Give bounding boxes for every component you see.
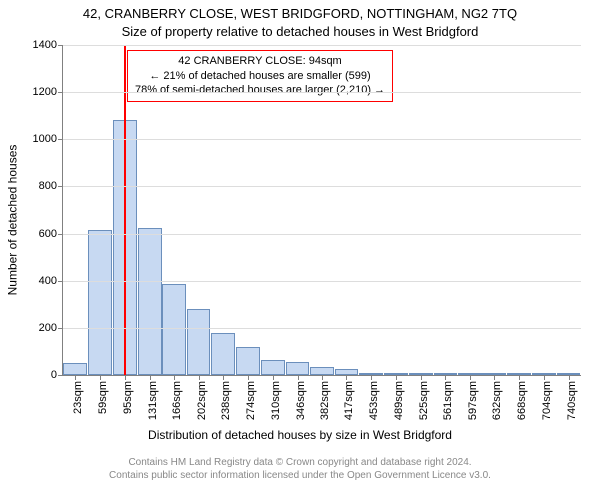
grid-line — [63, 281, 581, 282]
x-tick — [445, 375, 446, 380]
annotation-line: 78% of semi-detached houses are larger (… — [135, 83, 385, 98]
grid-line — [63, 328, 581, 329]
x-tick-label: 740sqm — [566, 381, 578, 420]
histogram-bar — [236, 347, 260, 375]
x-tick — [346, 375, 347, 380]
x-tick-label: 417sqm — [343, 381, 355, 420]
y-tick-label: 400 — [39, 275, 63, 287]
histogram-bar — [310, 367, 334, 375]
histogram-bar — [88, 230, 112, 375]
x-tick-label: 23sqm — [72, 381, 84, 414]
x-tick — [569, 375, 570, 380]
x-tick-label: 668sqm — [516, 381, 528, 420]
x-tick-label: 489sqm — [393, 381, 405, 420]
grid-line — [63, 139, 581, 140]
x-tick — [322, 375, 323, 380]
x-tick — [223, 375, 224, 380]
x-tick — [519, 375, 520, 380]
x-tick — [421, 375, 422, 380]
x-axis-label: Distribution of detached houses by size … — [0, 428, 600, 442]
x-tick-label: 704sqm — [541, 381, 553, 420]
plot-area: 42 CRANBERRY CLOSE: 94sqm← 21% of detach… — [62, 45, 581, 376]
x-tick — [125, 375, 126, 380]
grid-line — [63, 45, 581, 46]
histogram-bar — [187, 309, 211, 375]
x-tick-label: 346sqm — [295, 381, 307, 420]
grid-line — [63, 186, 581, 187]
chart-subtitle: Size of property relative to detached ho… — [0, 24, 600, 39]
x-tick-label: 95sqm — [122, 381, 134, 414]
x-tick-label: 310sqm — [270, 381, 282, 420]
annotation-box: 42 CRANBERRY CLOSE: 94sqm← 21% of detach… — [127, 50, 393, 103]
attribution-line-2: Contains public sector information licen… — [0, 469, 600, 482]
y-tick-label: 1400 — [33, 39, 63, 51]
x-tick-label: 166sqm — [171, 381, 183, 420]
y-axis-label: Number of detached houses — [4, 0, 20, 440]
y-tick-label: 600 — [39, 228, 63, 240]
annotation-line: 42 CRANBERRY CLOSE: 94sqm — [135, 54, 385, 69]
x-tick — [273, 375, 274, 380]
histogram-bar — [261, 360, 285, 375]
x-tick-label: 382sqm — [319, 381, 331, 420]
x-tick — [470, 375, 471, 380]
x-tick — [544, 375, 545, 380]
attribution-line-1: Contains HM Land Registry data © Crown c… — [0, 456, 600, 469]
x-tick-label: 597sqm — [467, 381, 479, 420]
x-tick-label: 561sqm — [442, 381, 454, 420]
x-tick-label: 202sqm — [196, 381, 208, 420]
property-marker-line — [124, 45, 126, 375]
y-tick-label: 800 — [39, 180, 63, 192]
x-tick-label: 632sqm — [491, 381, 503, 420]
y-tick-label: 200 — [39, 322, 63, 334]
attribution-footer: Contains HM Land Registry data © Crown c… — [0, 456, 600, 482]
histogram-bar — [211, 333, 235, 375]
x-tick — [100, 375, 101, 380]
histogram-bar — [286, 362, 310, 375]
x-tick — [371, 375, 372, 380]
x-tick — [396, 375, 397, 380]
x-tick — [150, 375, 151, 380]
x-tick-label: 274sqm — [245, 381, 257, 420]
histogram-bar — [138, 228, 162, 375]
chart-title-address: 42, CRANBERRY CLOSE, WEST BRIDGFORD, NOT… — [0, 6, 600, 21]
grid-line — [63, 234, 581, 235]
x-tick-label: 525sqm — [418, 381, 430, 420]
grid-line — [63, 92, 581, 93]
x-tick — [494, 375, 495, 380]
histogram-bar — [162, 284, 186, 375]
y-tick-label: 1000 — [33, 133, 63, 145]
x-tick-label: 131sqm — [147, 381, 159, 420]
x-tick — [248, 375, 249, 380]
y-tick-label: 1200 — [33, 86, 63, 98]
x-tick — [174, 375, 175, 380]
x-tick — [298, 375, 299, 380]
x-tick-label: 238sqm — [220, 381, 232, 420]
x-tick — [199, 375, 200, 380]
chart-root: 42, CRANBERRY CLOSE, WEST BRIDGFORD, NOT… — [0, 0, 600, 500]
x-tick-label: 59sqm — [97, 381, 109, 414]
histogram-bar — [63, 363, 87, 375]
y-tick-label: 0 — [51, 369, 63, 381]
x-tick-label: 453sqm — [368, 381, 380, 420]
x-tick — [75, 375, 76, 380]
annotation-line: ← 21% of detached houses are smaller (59… — [135, 69, 385, 84]
